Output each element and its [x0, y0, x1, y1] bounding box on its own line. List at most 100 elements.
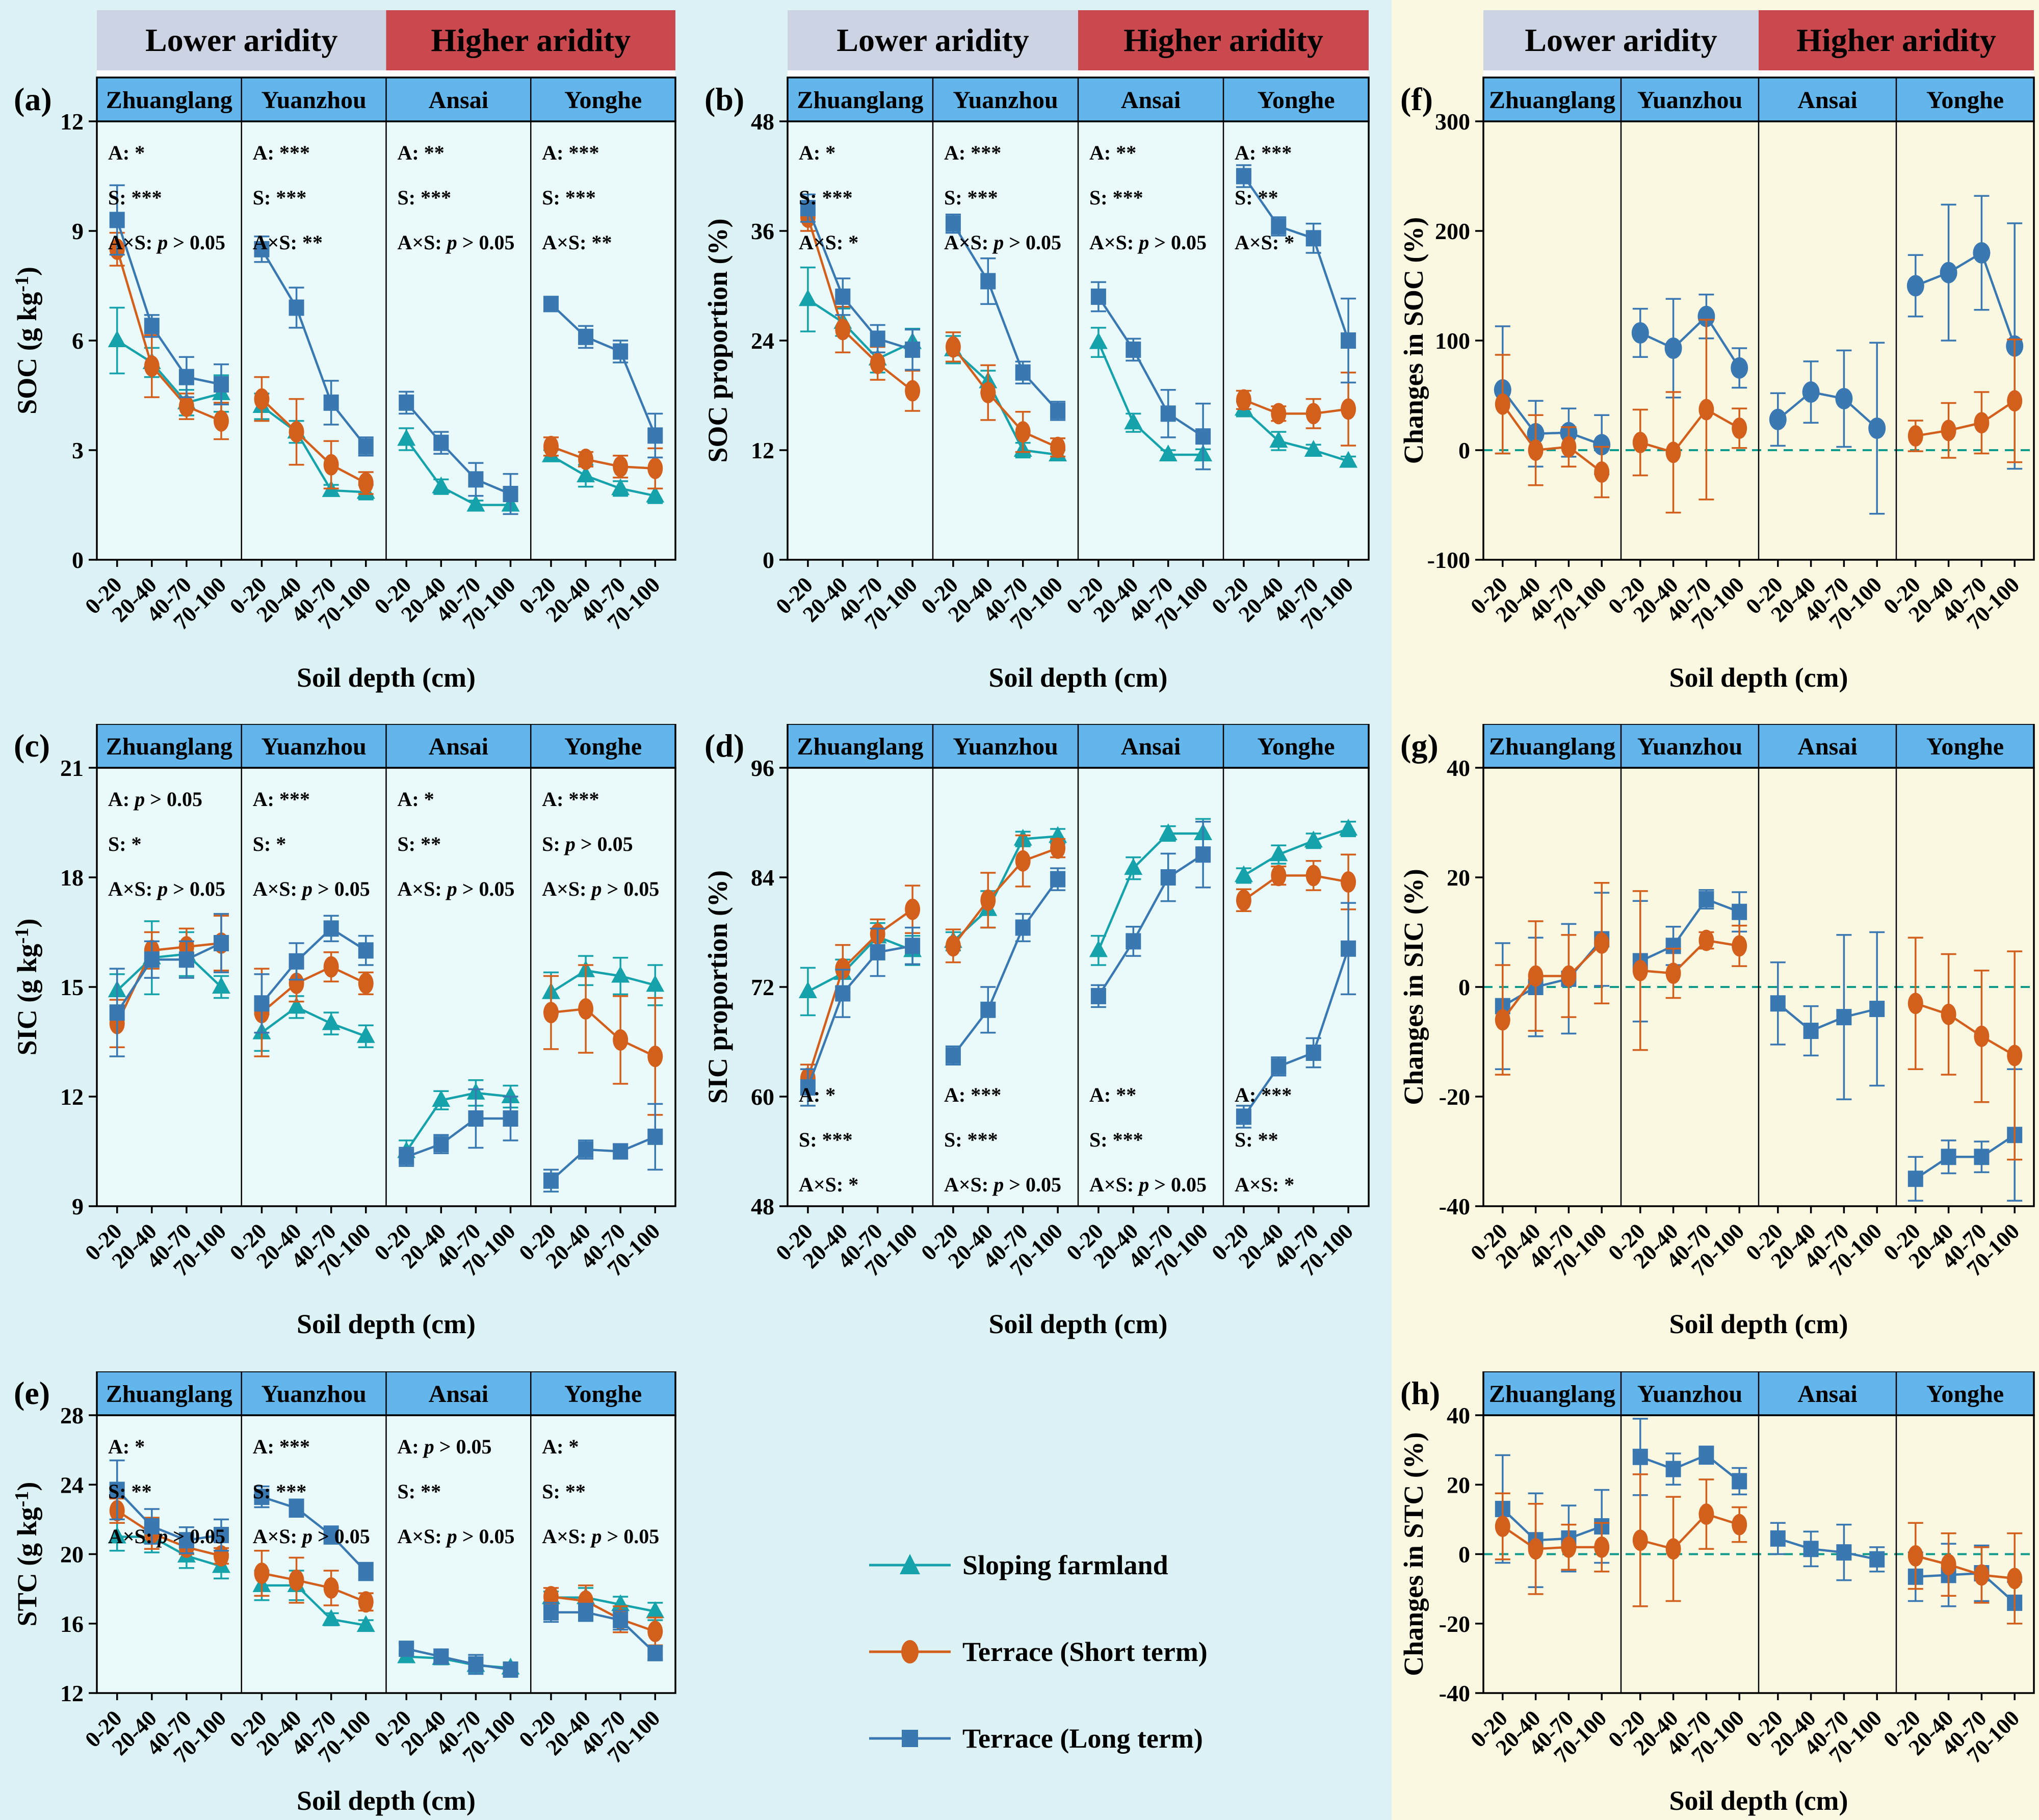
site-header: Zhuanglang Yuanzhou Ansai Yonghe: [787, 76, 1370, 122]
y-axis-label: SIC proportion (%): [703, 870, 733, 1104]
panel-letter: (g): [1400, 727, 1439, 764]
svg-text:15: 15: [60, 974, 84, 1000]
svg-text:Zhuanglang: Zhuanglang: [1489, 733, 1615, 760]
svg-text:A×S: *: A×S: *: [799, 231, 858, 254]
svg-text:Zhuanglang: Zhuanglang: [1489, 87, 1615, 114]
series-short-yuanzhou: [1632, 890, 1747, 1051]
panel-d-chart: A: * S: *** A×S: * A: *** S: *** A×S: p > 0.0…: [703, 724, 1370, 1339]
series-short-zhuanglang: [1495, 1492, 1610, 1595]
terrace-short-circle-icon: [869, 1640, 951, 1663]
svg-text:72: 72: [751, 974, 774, 1000]
series-short-yuanzhou: [1632, 1473, 1747, 1607]
svg-text:A×S: p > 0.05: A×S: p > 0.05: [253, 877, 370, 900]
stats-annotations: A: p > 0.05 S: * A×S: p > 0.05 A: *** S: * A×…: [108, 788, 659, 900]
svg-text:SIC (g kg-1): SIC (g kg-1): [13, 919, 42, 1056]
svg-text:A: ***: A: ***: [1235, 141, 1292, 164]
legend-item-terrace-short: Terrace (Short term): [867, 1608, 1356, 1695]
x-axis: 0-2020-4040-7070-1000-2020-4040-7070-100…: [771, 1206, 1358, 1339]
series-long-ansai: [1770, 931, 1885, 1101]
svg-text:A: ***: A: ***: [253, 788, 310, 811]
x-axis: 0-2020-4040-7070-1000-2020-4040-7070-100…: [771, 560, 1358, 693]
svg-text:S: ***: S: ***: [944, 1128, 998, 1151]
panel-c-chart: A: p > 0.05 S: * A×S: p > 0.05 A: *** S: * A×…: [13, 724, 676, 1339]
site-header: Zhuanglang Yuanzhou Ansai Yonghe: [1482, 1371, 2035, 1416]
series-long-ansai: [399, 391, 518, 515]
series-long-yuanzhou: [945, 867, 1066, 1066]
svg-text:Yuanzhou: Yuanzhou: [261, 87, 366, 114]
svg-text:-40: -40: [1439, 1193, 1470, 1219]
svg-text:Higher aridity: Higher aridity: [431, 22, 631, 58]
series-long-ansai: [1090, 820, 1211, 1008]
legend-item-terrace-long: Terrace (Long term): [867, 1695, 1356, 1782]
svg-text:A×S: p > 0.05: A×S: p > 0.05: [398, 1525, 515, 1548]
svg-text:S: ***: S: ***: [799, 186, 853, 209]
svg-text:-40: -40: [1439, 1680, 1470, 1706]
svg-text:Changes in SOC (%): Changes in SOC (%): [1399, 217, 1429, 464]
svg-text:100: 100: [1435, 328, 1470, 354]
svg-text:S: ***: S: ***: [1089, 186, 1143, 209]
svg-text:Zhuanglang: Zhuanglang: [797, 87, 923, 114]
svg-text:-20: -20: [1439, 1084, 1470, 1110]
svg-text:Lower aridity: Lower aridity: [836, 22, 1029, 58]
svg-text:A×S: p > 0.05: A×S: p > 0.05: [542, 1525, 659, 1548]
x-axis: 0-2020-4040-7070-1000-2020-4040-7070-100…: [1466, 560, 2024, 693]
svg-text:0: 0: [763, 547, 774, 573]
svg-text:A: ***: A: ***: [253, 141, 310, 164]
svg-text:S: **: S: **: [108, 1480, 152, 1503]
svg-text:Higher aridity: Higher aridity: [1123, 22, 1323, 58]
x-axis-title: Soil depth (cm): [989, 662, 1168, 693]
svg-text:S: *: S: *: [108, 833, 142, 855]
svg-text:0: 0: [1458, 1542, 1470, 1568]
svg-text:36: 36: [751, 218, 774, 244]
svg-text:Zhuanglang: Zhuanglang: [797, 733, 923, 760]
svg-text:21: 21: [60, 755, 84, 781]
svg-text:-20: -20: [1439, 1611, 1470, 1637]
svg-text:Changes in SIC (%): Changes in SIC (%): [1399, 869, 1429, 1105]
series-short-yonghe: [1907, 1522, 2023, 1625]
terrace-long-square-icon: [869, 1730, 951, 1747]
svg-text:0: 0: [1458, 437, 1470, 463]
x-axis-title: Soil depth (cm): [989, 1309, 1168, 1339]
series-long-zhuanglang: [109, 184, 229, 406]
y-axis: -100 0 100 200 300: [1427, 109, 1483, 573]
svg-text:Yonghe: Yonghe: [1926, 733, 2004, 760]
y-axis: 12 16 20 24 28: [60, 1402, 97, 1706]
svg-text:Yuanzhou: Yuanzhou: [261, 733, 366, 760]
stats-annotations: A: * S: *** A×S: * A: *** S: *** A×S: p > 0.0…: [799, 1083, 1294, 1196]
svg-text:A: **: A: **: [1089, 1083, 1136, 1106]
series-short-yonghe: [543, 964, 663, 1116]
svg-text:A×S: p > 0.05: A×S: p > 0.05: [398, 877, 515, 900]
panel-letter: (d): [704, 727, 744, 764]
x-axis-title: Soil depth (cm): [1669, 662, 1848, 693]
aridity-header: Lower aridity Higher aridity: [1483, 10, 2034, 77]
x-axis-title: Soil depth (cm): [1669, 1785, 1848, 1816]
svg-text:A×S: *: A×S: *: [799, 1173, 858, 1196]
svg-text:Ansai: Ansai: [1121, 87, 1181, 114]
svg-text:S: **: S: **: [398, 833, 441, 855]
svg-text:S: ***: S: ***: [398, 186, 452, 209]
legend-item-sloping-farmland: Sloping farmland: [867, 1522, 1356, 1608]
svg-text:12: 12: [60, 1084, 84, 1110]
svg-text:Lower aridity: Lower aridity: [145, 22, 337, 58]
x-axis: 0-2020-4040-7070-1000-2020-4040-7070-100…: [80, 1693, 665, 1816]
series-long-zhuanglang: [109, 913, 229, 1057]
series-short-yuanzhou: [254, 1549, 374, 1613]
svg-text:96: 96: [751, 755, 774, 781]
series-short-yuanzhou: [945, 331, 1066, 458]
svg-text:A: **: A: **: [398, 141, 445, 164]
svg-text:S: *: S: *: [253, 833, 286, 855]
x-axis: 0-2020-4040-7070-1000-2020-4040-7070-100…: [80, 1206, 665, 1339]
series-long-yonghe: [543, 1602, 663, 1661]
svg-text:84: 84: [751, 865, 774, 891]
site-header: Zhuanglang Yuanzhou Ansai Yonghe: [96, 1371, 676, 1416]
series-short-zhuanglang: [1495, 882, 1610, 1076]
series-long-yuanzhou: [254, 236, 374, 457]
svg-text:Ansai: Ansai: [1797, 733, 1857, 760]
svg-text:20: 20: [1447, 1472, 1470, 1498]
y-axis-label: SOC proportion (%): [703, 218, 733, 462]
stats-annotations: A: * S: ** A×S: p > 0.05 A: *** S: *** A×S: p…: [108, 1435, 659, 1548]
svg-text:12: 12: [60, 1680, 84, 1706]
svg-text:Yuanzhou: Yuanzhou: [1637, 1381, 1742, 1408]
svg-text:A: *: A: *: [108, 1435, 145, 1458]
